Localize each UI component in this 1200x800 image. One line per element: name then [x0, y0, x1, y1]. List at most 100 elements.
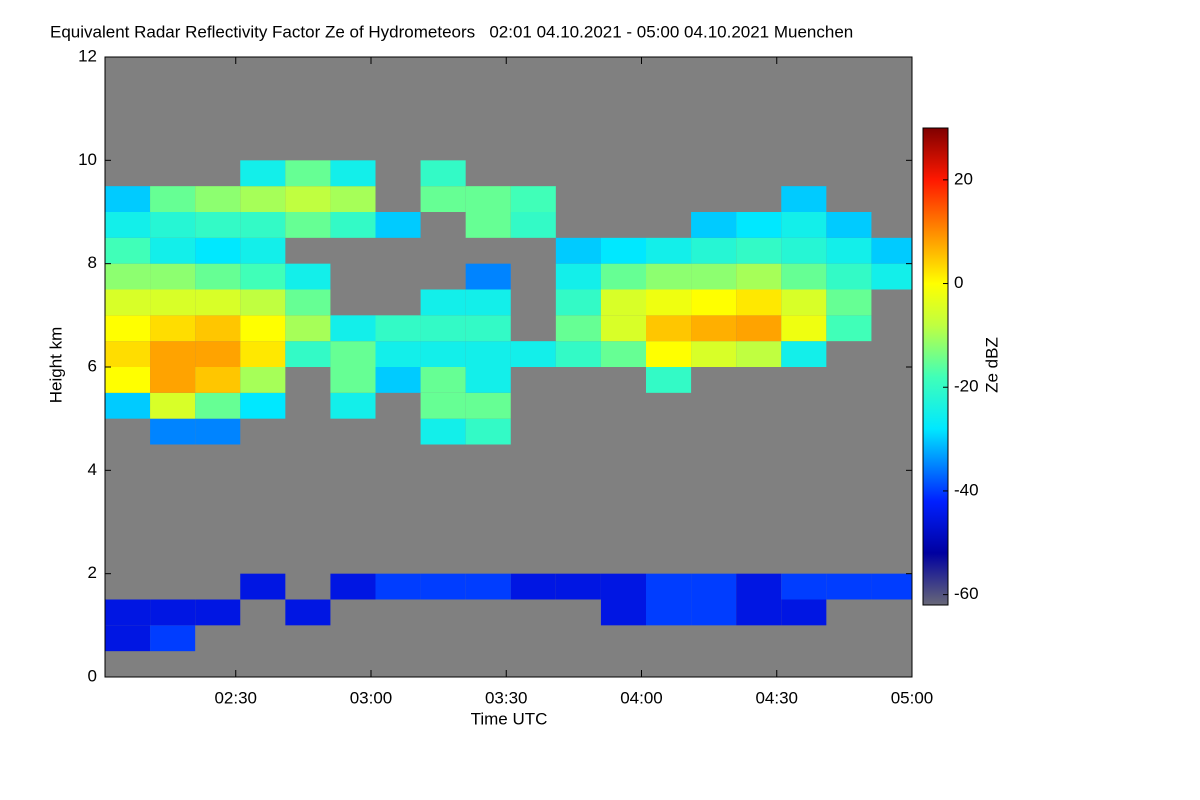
heatmap-cell	[195, 212, 241, 238]
colorbar	[922, 127, 949, 606]
y-tick-label: 2	[88, 563, 97, 582]
heatmap-cell	[600, 315, 647, 342]
heatmap-cell	[781, 573, 827, 600]
heatmap-cell	[781, 237, 827, 264]
heatmap-cell	[510, 186, 556, 212]
heatmap-cell	[150, 599, 196, 626]
heatmap-cell	[600, 263, 647, 290]
heatmap-cell	[420, 289, 466, 316]
heatmap-cell	[646, 263, 692, 290]
y-tick-label: 4	[88, 460, 97, 479]
heatmap-cell	[691, 315, 737, 342]
heatmap-cell	[736, 263, 782, 290]
heatmap-cell	[420, 315, 466, 342]
colorbar-label: Ze dBZ	[982, 337, 1001, 393]
heatmap-cell	[826, 212, 872, 238]
heatmap-cell	[240, 289, 286, 316]
heatmap-cell	[555, 237, 601, 264]
heatmap-cell	[240, 573, 286, 600]
heatmap-cell	[736, 212, 782, 238]
heatmap-cell	[465, 418, 511, 445]
heatmap-cell	[105, 212, 151, 238]
heatmap-cell	[375, 573, 421, 600]
heatmap-cell	[330, 186, 376, 212]
heatmap-cell	[150, 367, 196, 393]
heatmap-cell	[826, 237, 872, 264]
heatmap-cell	[781, 341, 827, 367]
heatmap-cell	[465, 341, 511, 367]
heatmap-cell	[285, 160, 331, 187]
heatmap-cell	[736, 341, 782, 367]
heatmap-cell	[285, 212, 331, 238]
heatmap-cell	[826, 263, 872, 290]
heatmap-cell	[285, 599, 331, 626]
heatmap-cell	[285, 289, 331, 316]
heatmap-cell	[736, 573, 782, 600]
heatmap-cell	[240, 160, 286, 187]
heatmap-cell	[691, 341, 737, 367]
heatmap-cell	[510, 573, 556, 600]
heatmap-cell	[375, 315, 421, 342]
heatmap-cell	[465, 367, 511, 393]
y-tick-label: 10	[78, 150, 97, 169]
heatmap-cell	[330, 315, 376, 342]
heatmap-cell	[195, 599, 241, 626]
y-tick-label: 12	[78, 46, 97, 65]
heatmap-cell	[781, 315, 827, 342]
heatmap-cell	[646, 573, 692, 600]
x-tick-label: 05:00	[891, 688, 934, 707]
heatmap-cell	[240, 186, 286, 212]
heatmap-cell	[781, 599, 827, 626]
heatmap-cell	[195, 341, 241, 367]
heatmap-cell	[105, 392, 151, 419]
heatmap-cell	[420, 418, 466, 445]
heatmap-cell	[150, 263, 196, 290]
heatmap-cell	[420, 160, 466, 187]
heatmap-cell	[330, 573, 376, 600]
heatmap-cell	[510, 212, 556, 238]
heatmap-cell	[646, 315, 692, 342]
heatmap-cell	[600, 573, 647, 600]
heatmap-cell	[420, 392, 466, 419]
heatmap-cell	[240, 237, 286, 264]
x-axis-label: Time UTC	[471, 709, 548, 728]
heatmap-cell	[375, 367, 421, 393]
heatmap-cell	[150, 289, 196, 316]
heatmap-cell	[105, 186, 151, 212]
heatmap-cell	[465, 315, 511, 342]
heatmap-cell	[105, 263, 151, 290]
heatmap-cell	[330, 212, 376, 238]
heatmap-cell	[600, 237, 647, 264]
chart-title: Equivalent Radar Reflectivity Factor Ze …	[50, 22, 853, 41]
heatmap-cell	[781, 289, 827, 316]
heatmap-cell	[826, 573, 872, 600]
heatmap-cell	[465, 212, 511, 238]
x-tick-label: 04:30	[755, 688, 798, 707]
x-tick-label: 02:30	[214, 688, 257, 707]
heatmap-cell	[150, 392, 196, 419]
heatmap-cell	[150, 315, 196, 342]
heatmap-cell	[150, 625, 196, 652]
heatmap-cell	[646, 367, 692, 393]
heatmap-cell	[330, 160, 376, 187]
heatmap-cell	[195, 392, 241, 419]
y-axis-label: Height km	[46, 327, 65, 404]
heatmap-cell	[105, 599, 151, 626]
heatmap-cell	[691, 289, 737, 316]
heatmap-cell	[150, 186, 196, 212]
heatmap-cell	[646, 599, 692, 626]
heatmap-cell	[195, 418, 241, 445]
heatmap-cell	[105, 367, 151, 393]
heatmap-cell	[240, 367, 286, 393]
heatmap-cell	[555, 573, 601, 600]
heatmap-cell	[195, 237, 241, 264]
heatmap-cell	[871, 237, 912, 264]
heatmap-cell	[826, 315, 872, 342]
heatmap-cell	[105, 625, 151, 652]
heatmap-cell	[691, 263, 737, 290]
heatmap-cell	[195, 186, 241, 212]
heatmap-cell	[826, 289, 872, 316]
heatmap-cell	[150, 237, 196, 264]
heatmap-cell	[330, 367, 376, 393]
